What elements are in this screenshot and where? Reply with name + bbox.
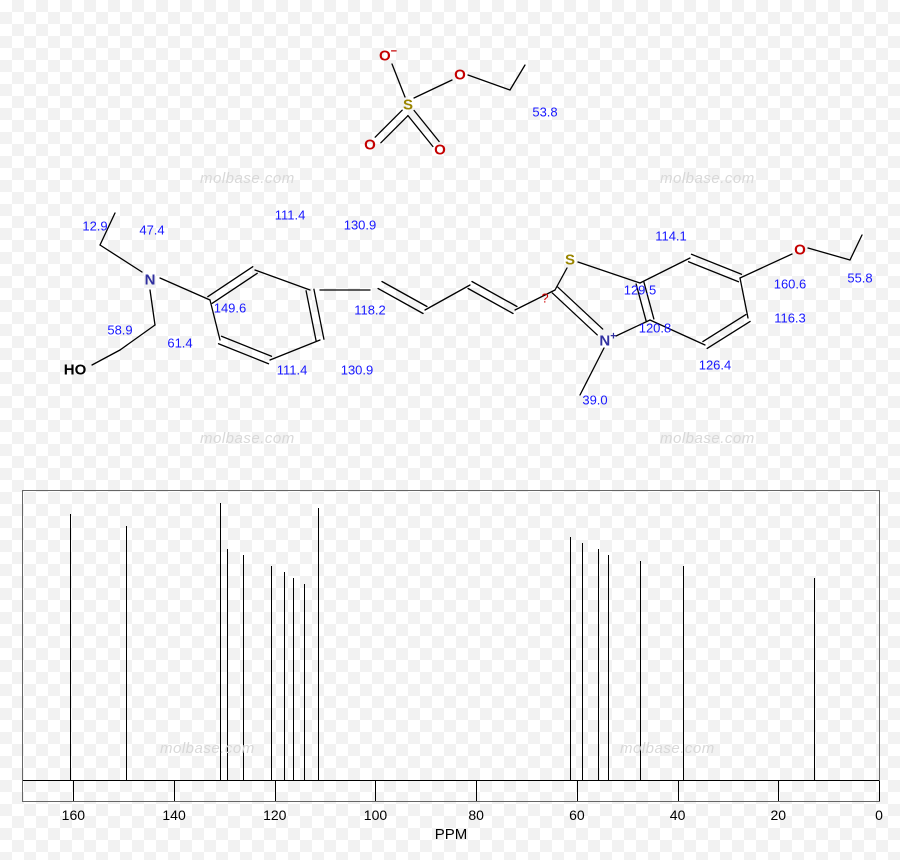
atom-label: N xyxy=(145,272,156,289)
spectrum-peak xyxy=(570,537,571,781)
chemical-shift-label: 55.8 xyxy=(847,271,872,286)
x-tick-label: 80 xyxy=(468,807,484,823)
spectrum-peak xyxy=(220,503,221,781)
spectrum-peak xyxy=(304,584,305,781)
spectrum-baseline xyxy=(23,780,879,781)
chemical-shift-label: 149.6 xyxy=(214,301,247,316)
spectrum-peak xyxy=(582,543,583,781)
x-tick-label: 40 xyxy=(670,807,686,823)
chemical-shift-label: 111.4 xyxy=(275,208,306,223)
chemical-shift-label: 12.9 xyxy=(82,219,107,234)
x-tick-label: 60 xyxy=(569,807,585,823)
x-tick xyxy=(174,781,175,801)
x-tick xyxy=(778,781,779,801)
atom-label: O− xyxy=(379,46,397,65)
x-tick xyxy=(275,781,276,801)
chemical-shift-label: 116.3 xyxy=(774,311,806,326)
atom-label: O xyxy=(454,67,466,84)
spectrum-peak xyxy=(243,555,244,781)
chemical-shift-label: 120.8 xyxy=(639,321,672,336)
spectrum-peak xyxy=(608,555,609,781)
atom-label: O xyxy=(364,137,376,154)
spectrum-peak xyxy=(640,561,641,781)
spectrum-peak xyxy=(271,566,272,781)
x-tick-label: 0 xyxy=(875,807,883,823)
spectrum-peak xyxy=(598,549,599,781)
spectrum-peak xyxy=(284,572,285,781)
chemical-shift-label: 53.8 xyxy=(532,105,557,120)
chemical-shift-label: 114.1 xyxy=(655,229,687,244)
unknown-shift-mark: ? xyxy=(541,291,548,306)
x-tick-label: 140 xyxy=(162,807,185,823)
spectrum-peak xyxy=(227,549,228,781)
chemical-shift-label: 61.4 xyxy=(167,336,192,351)
chemical-shift-label: 129.5 xyxy=(624,283,657,298)
x-tick-label: 120 xyxy=(263,807,286,823)
atom-label: O xyxy=(794,242,806,259)
spectrum-peak xyxy=(683,566,684,781)
x-axis-label: PPM xyxy=(435,826,468,843)
atom-label: S xyxy=(403,97,413,114)
atom-label: O xyxy=(434,142,446,159)
x-tick-label: 160 xyxy=(62,807,85,823)
chemical-shift-label: 126.4 xyxy=(699,358,732,373)
x-tick-label: 100 xyxy=(364,807,387,823)
chemical-structure: HO N S N+ O S O O O− O xyxy=(0,0,900,460)
chemical-shift-label: 160.6 xyxy=(774,277,807,292)
x-tick xyxy=(577,781,578,801)
x-tick xyxy=(678,781,679,801)
atom-label: HO xyxy=(64,362,87,379)
spectrum-peak xyxy=(814,578,815,781)
chemical-shift-label: 118.2 xyxy=(354,303,386,318)
x-tick xyxy=(476,781,477,801)
x-tick xyxy=(879,781,880,801)
spectrum-peak xyxy=(70,514,71,781)
chemical-shift-label: 130.9 xyxy=(341,363,374,378)
chemical-shift-label: 47.4 xyxy=(139,223,164,238)
atom-label: N+ xyxy=(599,331,616,350)
x-tick xyxy=(375,781,376,801)
x-tick xyxy=(73,781,74,801)
spectrum-peak xyxy=(126,526,127,781)
chemical-shift-label: 111.4 xyxy=(277,363,308,378)
nmr-spectrum: 160140120100806040200 PPM xyxy=(22,490,880,802)
spectrum-peak xyxy=(293,578,294,781)
x-tick-label: 20 xyxy=(770,807,786,823)
spectrum-peak xyxy=(318,508,319,781)
atom-label: S xyxy=(565,252,575,269)
chemical-shift-label: 58.9 xyxy=(107,323,132,338)
chemical-shift-label: 39.0 xyxy=(582,393,607,408)
chemical-shift-label: 130.9 xyxy=(344,218,377,233)
bonds-svg xyxy=(0,0,900,460)
